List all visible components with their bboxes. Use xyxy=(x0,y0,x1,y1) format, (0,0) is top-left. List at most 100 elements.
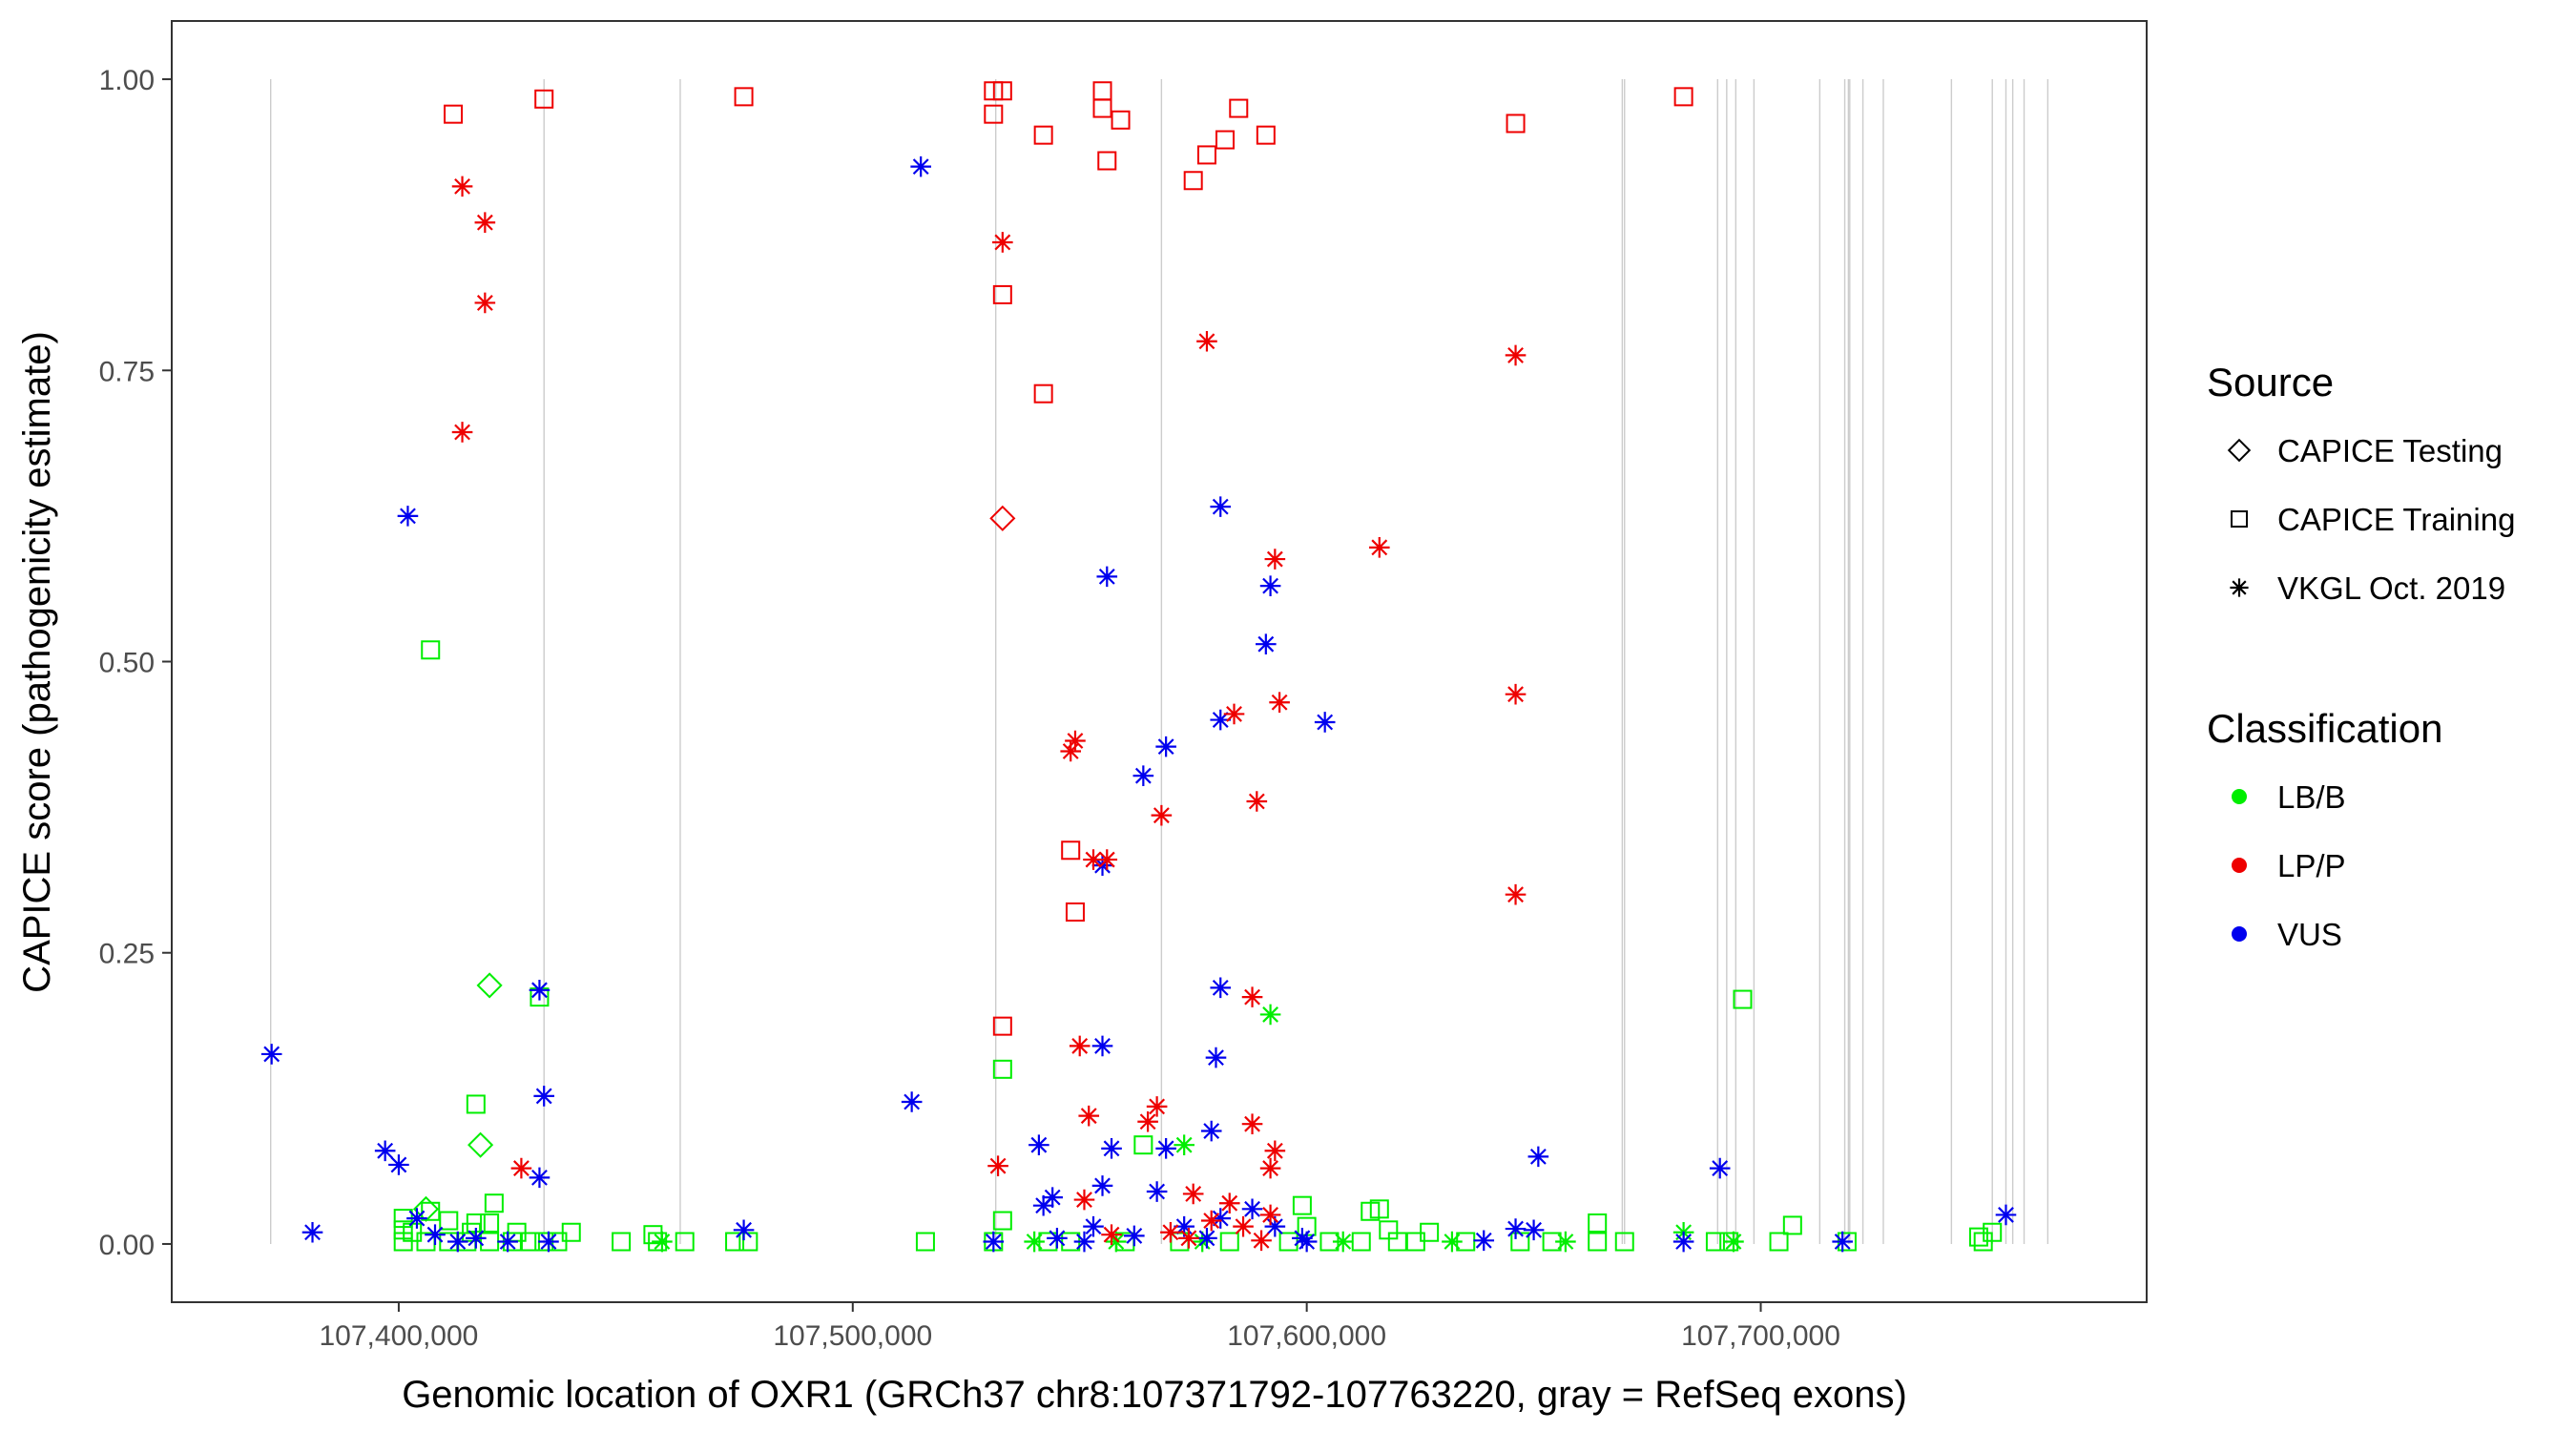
point-asterisk-lp-p xyxy=(1196,330,1217,352)
point-asterisk-vus xyxy=(260,1044,282,1065)
point-asterisk-vus xyxy=(397,506,419,527)
point-square-lp-p xyxy=(534,89,554,109)
point-asterisk-vus xyxy=(1073,1231,1095,1253)
point-asterisk-vus xyxy=(1200,1120,1222,1142)
point-asterisk-lp-p xyxy=(1269,692,1290,714)
point-square-lb-b xyxy=(725,1232,745,1252)
point-asterisk-vus xyxy=(529,980,551,1001)
legend-source-title: Source xyxy=(2207,360,2334,404)
point-asterisk-vus xyxy=(901,1091,923,1112)
point-asterisk-lp-p xyxy=(1505,883,1527,905)
x-axis-title: Genomic location of OXR1 (GRCh37 chr8:10… xyxy=(402,1374,1907,1416)
point-square-lb-b xyxy=(480,1213,500,1233)
point-square-lp-p xyxy=(734,87,754,107)
point-square-lp-p xyxy=(1183,171,1203,191)
point-asterisk-vus xyxy=(406,1208,427,1229)
point-asterisk-vus xyxy=(425,1224,446,1245)
legend: Source CAPICE Testing CAPICE Training VKGL… xyxy=(2207,360,2515,952)
point-asterisk-lp-p xyxy=(1241,986,1263,1007)
point-asterisk-vus xyxy=(910,156,931,177)
point-square-lp-p xyxy=(992,1016,1012,1036)
point-asterisk-vus xyxy=(388,1154,409,1175)
point-asterisk-vus xyxy=(1032,1194,1054,1216)
point-asterisk-vus xyxy=(1042,1187,1063,1208)
point-asterisk-vus xyxy=(1083,1215,1104,1237)
x-tick-label: 107,500,000 xyxy=(773,1320,932,1352)
point-square-lb-b xyxy=(1588,1232,1608,1252)
point-square-lp-p xyxy=(1215,130,1235,150)
point-asterisk-lp-p xyxy=(1368,537,1390,558)
legend-source-items: CAPICE Testing CAPICE Training VKGL Oct. 2… xyxy=(2227,433,2515,606)
point-square-lp-p xyxy=(992,284,1012,304)
legend-source-label: VKGL Oct. 2019 xyxy=(2277,570,2505,606)
point-square-lp-p xyxy=(1097,151,1117,171)
point-asterisk-lp-p xyxy=(1505,344,1527,366)
point-asterisk-vus xyxy=(1155,1138,1176,1159)
point-asterisk-vus xyxy=(1091,1175,1113,1196)
legend-source-label: CAPICE Training xyxy=(2277,502,2515,537)
point-asterisk-vus xyxy=(1146,1181,1168,1202)
point-square-lb-b xyxy=(393,1232,413,1252)
point-square-lp-p xyxy=(984,104,1004,124)
y-axis-title: CAPICE score (pathogenicity estimate) xyxy=(16,331,58,993)
point-asterisk-lp-p xyxy=(1073,1189,1095,1211)
point-square-lb-b xyxy=(1588,1213,1608,1233)
point-asterisk-vus xyxy=(1047,1228,1068,1249)
legend-class-label: LP/P xyxy=(2277,848,2346,883)
legend-class-label: VUS xyxy=(2277,917,2342,952)
point-asterisk-vus xyxy=(1314,712,1336,733)
point-square-lb-b xyxy=(1292,1195,1312,1215)
point-square-lp-p xyxy=(1033,384,1053,404)
point-asterisk-vus xyxy=(1264,1215,1286,1237)
point-asterisk-vus xyxy=(1196,1228,1217,1249)
point-square-lb-b xyxy=(466,1094,486,1114)
x-tick-label: 107,400,000 xyxy=(320,1320,479,1352)
point-asterisk-vus xyxy=(1296,1231,1318,1253)
point-asterisk-lp-p xyxy=(1259,1157,1281,1179)
point-asterisk-lb-b xyxy=(1105,1231,1127,1253)
legend-class-dot xyxy=(2232,926,2247,942)
point-asterisk-vus xyxy=(1256,633,1277,654)
point-asterisk-lp-p xyxy=(1259,1204,1281,1226)
point-asterisk-lb-b xyxy=(1024,1231,1045,1253)
point-square-lp-p xyxy=(1111,110,1131,130)
point-asterisk-lp-p xyxy=(1251,1230,1272,1252)
point-square-lb-b xyxy=(1769,1232,1789,1252)
point-asterisk-lp-p xyxy=(474,292,496,314)
point-square-lb-b xyxy=(1782,1215,1802,1235)
point-asterisk-vus xyxy=(1709,1157,1731,1179)
point-asterisk-lp-p xyxy=(1233,1215,1254,1237)
y-tick-label: 0.75 xyxy=(99,356,155,387)
legend-square-key xyxy=(2231,510,2248,528)
point-asterisk-lp-p xyxy=(1137,1110,1158,1132)
point-asterisk-vus xyxy=(1155,736,1176,757)
point-square-lb-b xyxy=(1405,1232,1425,1252)
point-square-lp-p xyxy=(444,104,464,124)
y-tick-label: 0.00 xyxy=(99,1230,155,1261)
y-tick-label: 0.50 xyxy=(99,648,155,679)
point-asterisk-vus xyxy=(983,1231,1005,1253)
point-asterisk-lp-p xyxy=(451,176,473,197)
point-square-lb-b xyxy=(1133,1135,1153,1155)
point-square-lp-p xyxy=(1092,98,1112,118)
point-diamond-lb-b xyxy=(412,1195,440,1222)
point-square-lp-p xyxy=(1229,98,1249,118)
x-tick-label: 107,600,000 xyxy=(1227,1320,1386,1352)
point-asterisk-lp-p xyxy=(1178,1228,1199,1249)
point-square-lp-p xyxy=(1506,114,1526,134)
point-asterisk-vus xyxy=(1124,1225,1145,1247)
legend-class-dot xyxy=(2232,789,2247,804)
point-asterisk-vus xyxy=(529,1167,551,1189)
legend-classification-items: LB/B LP/P VUS xyxy=(2232,779,2346,952)
point-square-lb-b xyxy=(439,1211,459,1231)
point-asterisk-vus xyxy=(1210,1208,1232,1229)
point-asterisk-vus xyxy=(1505,1218,1527,1239)
point-square-lb-b xyxy=(1968,1227,1988,1247)
point-asterisk-vus xyxy=(1259,575,1281,596)
point-asterisk-vus xyxy=(1527,1146,1549,1168)
point-asterisk-vus xyxy=(1995,1204,2017,1226)
legend-diamond-key xyxy=(2227,438,2252,463)
point-asterisk-vus xyxy=(533,1086,555,1107)
point-asterisk-vus xyxy=(466,1228,487,1249)
